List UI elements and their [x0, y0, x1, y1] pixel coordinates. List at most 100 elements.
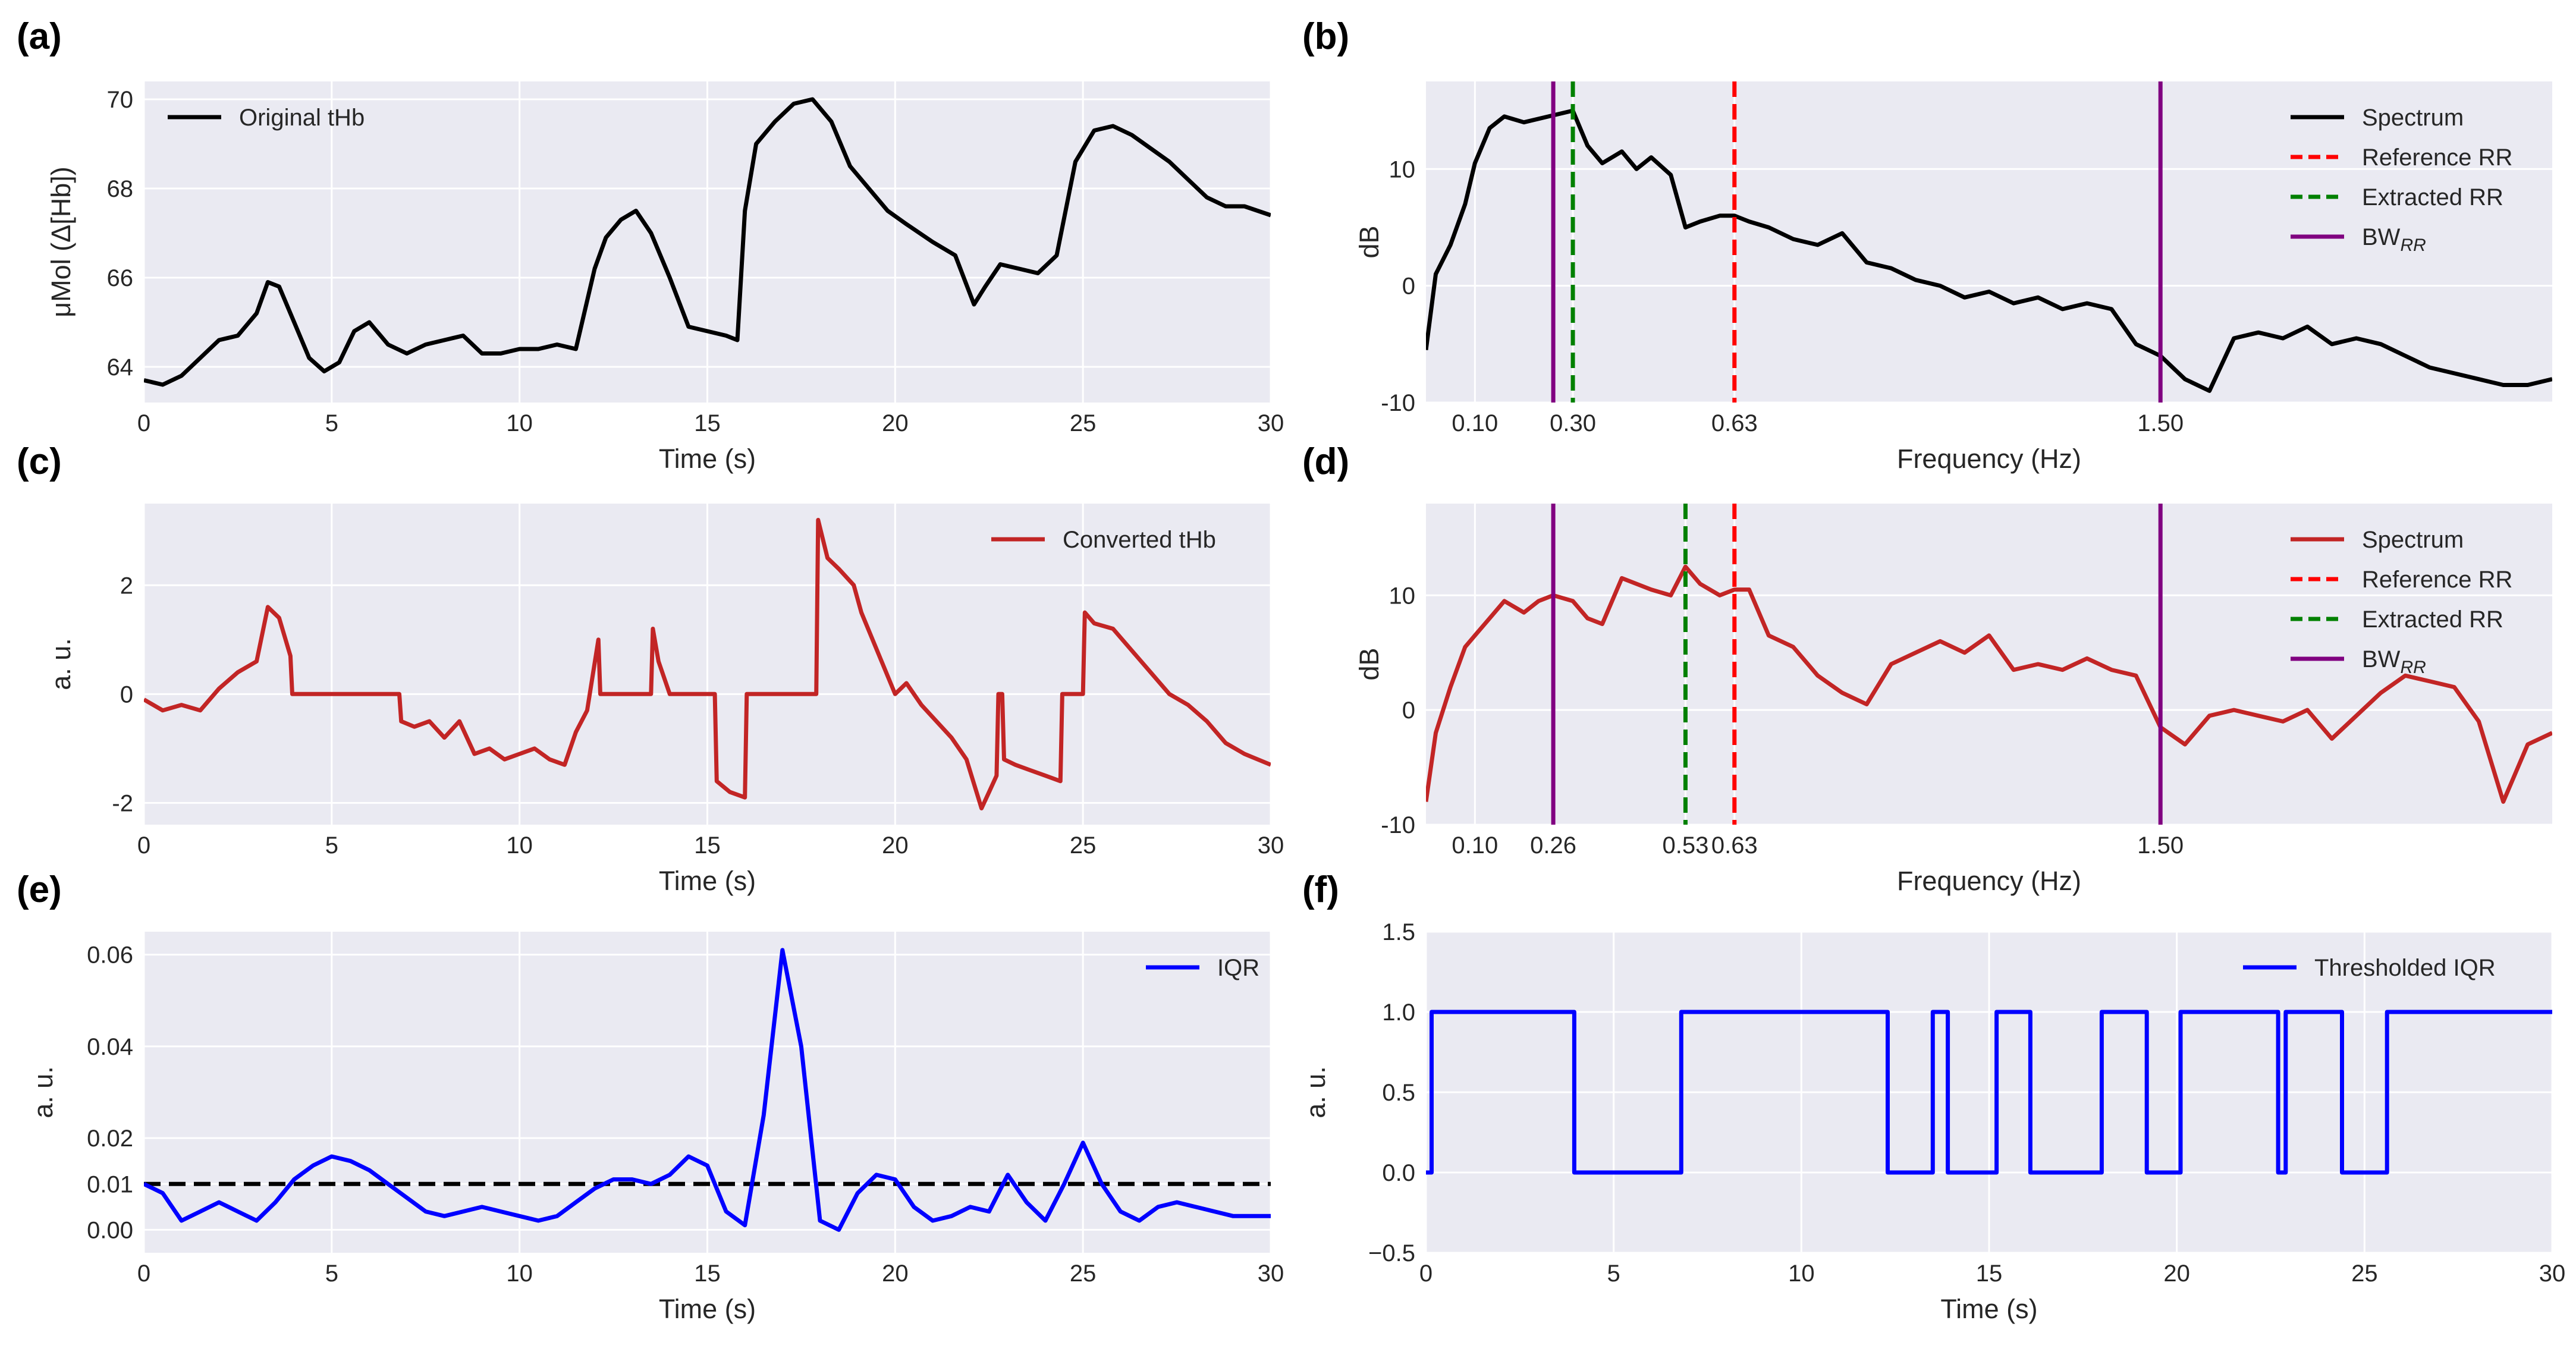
y-axis-label: a. u.: [46, 638, 76, 690]
legend-entry: Reference RR: [2362, 144, 2512, 171]
panel-label: (e): [17, 869, 62, 910]
y-tick-label: 2: [120, 573, 133, 599]
y-axis-label: μMol (Δ[Hb]): [46, 166, 76, 318]
legend-entry: BWRR: [2362, 646, 2426, 677]
x-tick-label: 5: [325, 832, 338, 859]
legend-entry: Converted tHb: [1063, 527, 1216, 553]
x-tick-label: 0.53: [1663, 832, 1709, 859]
y-tick-label: -2: [112, 790, 133, 816]
x-tick-label: 10: [506, 1260, 533, 1287]
x-tick-label: 1.50: [2137, 410, 2184, 436]
panel-e: (e) 0 5 10 15 20 25 30 0.00 0.01 0.02 0.04 0.06 Time …: [17, 869, 1284, 1324]
x-tick-label: 5: [325, 410, 338, 436]
y-tick-label: 0: [120, 681, 133, 708]
x-axis-label: Frequency (Hz): [1897, 444, 2081, 474]
legend-entry: IQR: [1217, 955, 1259, 981]
series-line: [144, 518, 1271, 810]
y-axis-label: dB: [1354, 647, 1384, 680]
y-tick-label: 68: [107, 176, 134, 202]
legend: Spectrum Reference RR Extracted RR BWRR: [2291, 105, 2512, 255]
plot-background: [1426, 504, 2552, 825]
y-tick-label: 0.0: [1382, 1160, 1415, 1186]
data-layer: [1426, 81, 2552, 403]
legend: Converted tHb: [991, 527, 1216, 553]
y-tick-label: 0.04: [87, 1034, 133, 1060]
x-tick-label: 20: [882, 832, 909, 859]
series-line: [1426, 1010, 2552, 1175]
x-tick-label: 30: [1258, 410, 1284, 436]
x-tick-label: 0: [137, 1260, 150, 1287]
data-layer: [144, 948, 1271, 1232]
x-axis-label: Time (s): [659, 444, 756, 474]
y-tick-label: -10: [1381, 390, 1415, 416]
x-tick-label: 25: [1070, 832, 1097, 859]
legend: IQR: [1146, 955, 1259, 981]
legend-entry: Extracted RR: [2362, 606, 2503, 633]
y-tick-label: 66: [107, 265, 134, 291]
panel-label: (c): [17, 441, 62, 482]
legend-subscript: RR: [2400, 658, 2426, 677]
y-tick-label: 10: [1389, 583, 1416, 609]
x-tick-label: 10: [1788, 1260, 1815, 1287]
legend-entry: Spectrum: [2362, 105, 2464, 131]
x-tick-label: 0.26: [1530, 832, 1576, 859]
x-tick-label: 0.63: [1711, 832, 1758, 859]
y-tick-label: 0.01: [87, 1171, 133, 1197]
data-layer: [1426, 1010, 2552, 1175]
y-tick-label: 10: [1389, 156, 1416, 183]
legend-subscript: RR: [2400, 235, 2426, 255]
x-tick-label: 0: [137, 832, 150, 859]
x-tick-label: 5: [1607, 1260, 1620, 1287]
x-tick-label: 20: [882, 1260, 909, 1287]
x-tick-label: 30: [1258, 1260, 1284, 1287]
legend-entry: Spectrum: [2362, 527, 2464, 553]
y-tick-label: 64: [107, 354, 134, 381]
legend-entry: Thresholded IQR: [2314, 955, 2496, 981]
y-tick-label: 0.00: [87, 1217, 133, 1243]
series-line: [1426, 108, 2552, 393]
x-tick-label: 10: [506, 410, 533, 436]
y-axis-label: a. u.: [1300, 1066, 1331, 1118]
x-axis-label: Time (s): [659, 1294, 756, 1324]
y-axis-label: a. u.: [28, 1066, 58, 1118]
panel-f: (f) 0 5 10 15 20 25 30 −0.5 0.0 0.5 1.0 1.5 Time (s) a…: [1300, 869, 2565, 1324]
legend: Thresholded IQR: [2243, 955, 2496, 981]
x-tick-label: 0.10: [1452, 832, 1498, 859]
panel-a: (a) 0 5 10 15 20 25 30 64 66 68 70 Time (s) μMol (Δ[H…: [17, 16, 1284, 474]
legend-entry: Original tHb: [239, 105, 365, 131]
x-tick-label: 0.10: [1452, 410, 1498, 436]
x-tick-label: 15: [694, 1260, 721, 1287]
x-tick-label: 0: [1419, 1260, 1432, 1287]
plot-background: [1426, 81, 2552, 403]
panel-b: (b) 0.10 0.30 0.63 1.50 -10 0 10 Frequency (Hz) d…: [1302, 16, 2552, 474]
series-line: [144, 948, 1271, 1232]
x-tick-label: 25: [1070, 410, 1097, 436]
x-tick-label: 20: [882, 410, 909, 436]
data-layer: [144, 97, 1271, 387]
x-axis-label: Frequency (Hz): [1897, 866, 2081, 896]
panel-label: (d): [1302, 441, 1349, 482]
x-axis-label: Time (s): [659, 866, 756, 896]
y-axis-label: dB: [1354, 225, 1384, 258]
y-tick-label: −0.5: [1368, 1240, 1415, 1266]
x-tick-label: 15: [1976, 1260, 2003, 1287]
y-tick-label: 0.06: [87, 942, 133, 969]
x-tick-label: 20: [2163, 1260, 2190, 1287]
x-tick-label: 15: [694, 410, 721, 436]
legend-entry: BWRR: [2362, 224, 2426, 255]
legend: Original tHb: [168, 105, 365, 131]
y-tick-label: 70: [107, 87, 134, 113]
x-tick-label: 15: [694, 832, 721, 859]
x-tick-label: 0.63: [1711, 410, 1758, 436]
legend-entry: Extracted RR: [2362, 184, 2503, 210]
y-tick-label: 0: [1402, 697, 1415, 724]
x-tick-label: 30: [1258, 832, 1284, 859]
y-tick-label: -10: [1381, 812, 1415, 838]
x-tick-label: 25: [2351, 1260, 2378, 1287]
x-tick-label: 25: [1070, 1260, 1097, 1287]
panel-label: (f): [1302, 869, 1339, 910]
x-tick-label: 5: [325, 1260, 338, 1287]
panel-d: (d) 0.10 0.26 0.53 0.63 1.50 -10 0 10 Frequency (…: [1302, 441, 2552, 896]
y-tick-label: 1.0: [1382, 999, 1415, 1026]
